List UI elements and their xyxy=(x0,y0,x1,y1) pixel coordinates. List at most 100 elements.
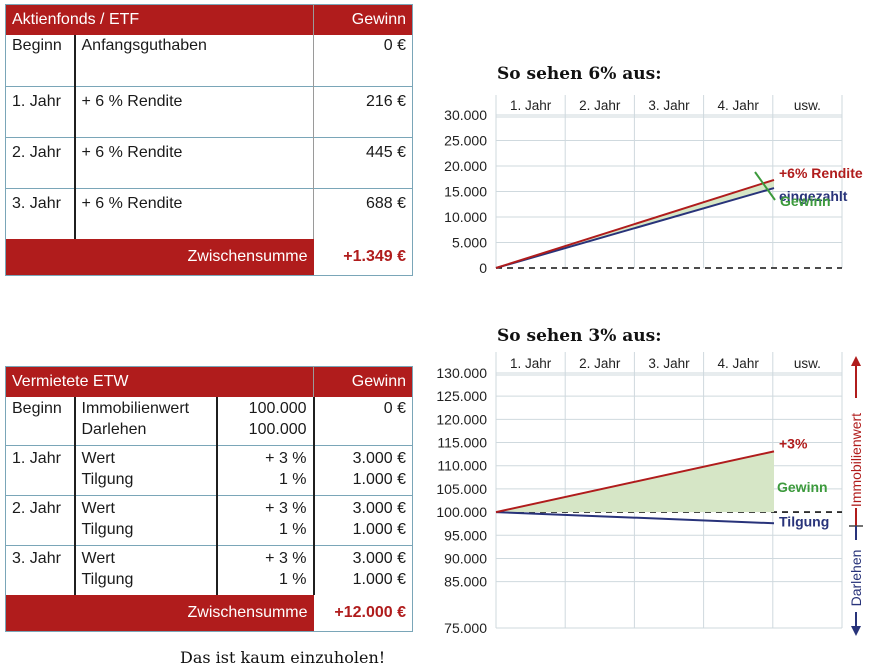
y-tick-label: 100.000 xyxy=(436,504,487,520)
table-row: 3. Jahr Wert + 3 % 3.000 € xyxy=(5,544,413,595)
y-tick-label: 30.000 xyxy=(444,107,487,123)
row-item-label: Tilgung xyxy=(74,521,218,545)
row-item-value: 3.000 € xyxy=(313,444,413,471)
row-item-amount: + 3 % xyxy=(216,544,315,571)
row-item-label: Darlehen xyxy=(74,421,218,445)
row-period: 3. Jahr xyxy=(5,544,76,595)
series-line-up xyxy=(495,450,775,514)
x-tick-label: 2. Jahr xyxy=(579,98,621,113)
y-tick-label: 85.000 xyxy=(444,574,487,590)
y-tick-label: 130.000 xyxy=(436,365,487,381)
row-item-value: 1.000 € xyxy=(313,521,413,545)
etf-table-title: Aktienfonds / ETF xyxy=(5,4,314,35)
chart-6-percent: 1. Jahr 2. Jahr 3. Jahr 4. Jahr usw. 30.000 25… xyxy=(444,95,863,276)
x-tick-label: 2. Jahr xyxy=(579,356,621,371)
row-period: 2. Jahr xyxy=(5,494,76,545)
y-tick-label: 15.000 xyxy=(444,184,487,200)
table-row: Tilgung 1 % 1.000 € xyxy=(6,521,413,545)
table-row: Beginn Immobilienwert 100.000 0 € xyxy=(5,397,413,445)
row-item-label: Wert xyxy=(74,494,218,521)
row-period: 1. Jahr xyxy=(5,444,76,495)
row-item-amount: 1 % xyxy=(216,571,315,595)
etw-sum-value: +12.000 € xyxy=(313,595,413,632)
x-tick-label: 3. Jahr xyxy=(648,98,690,113)
etw-table-title: Vermietete ETW xyxy=(5,366,314,397)
series-label: eingezahlt xyxy=(779,188,848,204)
etw-sum-label: Zwischensumme xyxy=(5,595,314,632)
etw-table: Vermietete ETW Gewinn Beginn Immobilienw… xyxy=(5,366,414,632)
axis-up-label: Immobilienwert xyxy=(848,413,864,507)
y-tick-label: 5.000 xyxy=(452,235,487,251)
etf-table-header: Aktienfonds / ETF Gewinn xyxy=(5,4,413,35)
row-item-value: 1.000 € xyxy=(313,471,413,495)
row-value: 688 € xyxy=(313,187,413,239)
axis-up-arrow xyxy=(851,356,861,366)
table-row: 1. Jahr Wert + 3 % 3.000 € xyxy=(5,444,413,495)
row-item-amount: 100.000 xyxy=(216,421,315,445)
row-item-amount: 1 % xyxy=(216,471,315,495)
x-tick-label: 3. Jahr xyxy=(648,356,690,371)
y-tick-label: 120.000 xyxy=(436,411,487,427)
table-row: 3. Jahr + 6 % Rendite 688 € xyxy=(5,187,413,239)
etw-sum-row: Zwischensumme +12.000 € xyxy=(5,595,413,632)
footer-note: Das ist kaum einzuholen! xyxy=(180,648,386,667)
y-tick-label: 105.000 xyxy=(436,481,487,497)
row-item: + 6 % Rendite xyxy=(74,85,314,137)
table-row: 1. Jahr + 6 % Rendite 216 € xyxy=(5,85,413,137)
etw-table-header: Vermietete ETW Gewinn xyxy=(5,366,413,397)
row-value: 216 € xyxy=(313,85,413,137)
table-row: Tilgung 1 % 1.000 € xyxy=(6,471,413,495)
table-row: 2. Jahr + 6 % Rendite 445 € xyxy=(5,136,413,188)
y-tick-label: 110.000 xyxy=(437,458,487,474)
row-item-amount: + 3 % xyxy=(216,494,315,521)
row-item-label: Immobilienwert xyxy=(74,397,218,421)
axis-down-label: Darlehen xyxy=(848,550,864,607)
row-period: 1. Jahr xyxy=(5,85,76,137)
row-period: 2. Jahr xyxy=(5,136,76,188)
row-item-value: 3.000 € xyxy=(313,544,413,571)
row-item-amount: 100.000 xyxy=(216,397,315,421)
row-item: + 6 % Rendite xyxy=(74,136,314,188)
chart-3-percent: 1. Jahr 2. Jahr 3. Jahr 4. Jahr usw. 130.000 1… xyxy=(436,352,864,636)
row-item-label: Wert xyxy=(74,444,218,471)
y-tick-label: 90.000 xyxy=(444,550,487,566)
row-item-label: Wert xyxy=(74,544,218,571)
axis-down-arrow xyxy=(851,626,861,636)
series-label: +3% xyxy=(779,435,808,451)
etw-table-header-value: Gewinn xyxy=(313,366,413,397)
row-item-label: Tilgung xyxy=(74,471,218,495)
etf-table: Aktienfonds / ETF Gewinn Beginn Anfangsg… xyxy=(5,4,414,276)
row-item: + 6 % Rendite xyxy=(74,187,314,239)
table-row: Tilgung 1 % 1.000 € xyxy=(6,571,413,595)
x-tick-label: usw. xyxy=(794,356,821,371)
row-value: 445 € xyxy=(313,136,413,188)
etf-sum-value: +1.349 € xyxy=(313,239,413,276)
y-tick-label: 125.000 xyxy=(436,388,487,404)
series-line-up xyxy=(495,178,775,269)
etf-sum-row: Zwischensumme +1.349 € xyxy=(5,239,413,276)
row-period: Beginn xyxy=(5,397,76,445)
etf-sum-label: Zwischensumme xyxy=(5,239,314,276)
y-tick-label: 75.000 xyxy=(444,620,487,636)
row-value: 0 € xyxy=(313,35,413,86)
row-period: 3. Jahr xyxy=(5,187,76,239)
table-row: Beginn Anfangsguthaben 0 € xyxy=(5,35,413,86)
x-tick-label: 1. Jahr xyxy=(510,98,552,113)
table-row: 2. Jahr Wert + 3 % 3.000 € xyxy=(5,494,413,545)
row-item-value: 1.000 € xyxy=(313,571,413,595)
row-item-amount: 1 % xyxy=(216,521,315,545)
y-tick-label: 20.000 xyxy=(444,158,487,174)
x-tick-label: 4. Jahr xyxy=(718,356,760,371)
gain-label: Gewinn xyxy=(777,479,828,495)
gain-leader-line xyxy=(754,171,776,201)
x-tick-label: 1. Jahr xyxy=(510,356,552,371)
series-label: +6% Rendite xyxy=(779,165,863,181)
etf-table-header-value: Gewinn xyxy=(313,4,413,35)
x-tick-label: 4. Jahr xyxy=(718,98,760,113)
y-tick-label: 10.000 xyxy=(444,209,487,225)
gain-label: Gewinn xyxy=(780,193,831,209)
y-tick-label: 0 xyxy=(479,260,487,276)
y-tick-label: 115.000 xyxy=(437,435,487,451)
row-item-value: 0 € xyxy=(313,397,413,421)
x-tick-label: usw. xyxy=(794,98,821,113)
